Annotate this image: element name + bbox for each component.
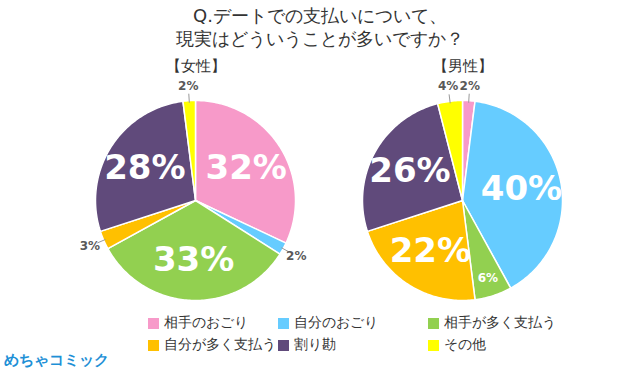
html-text:自分が多く支払う: 自分が多く支払う [164, 336, 276, 352]
svg-text:3%: 3% [80, 239, 100, 253]
html-text:相手が多く支払う: 相手が多く支払う [444, 314, 556, 330]
html-text:めちゃコミック: めちゃコミック [4, 351, 109, 369]
svg-text:22%: 22% [390, 230, 471, 270]
svg-text:4%: 4% [438, 79, 458, 93]
svg-text:26%: 26% [369, 150, 450, 190]
html-text:Q.デートでの支払いについて、 現実はどういうことが多いです: Q.デートでの支払いについて、 現実はどういうことが多いですか？ [176, 5, 464, 49]
svg-text:【男性】: 【男性】 [433, 57, 493, 75]
html-text:その他: その他 [444, 336, 486, 352]
html-text:割り勘: 割り勘 [294, 336, 336, 352]
svg-text:6%: 6% [478, 271, 498, 285]
svg-text:2%: 2% [178, 79, 198, 93]
svg-text:2%: 2% [286, 249, 306, 263]
svg-text:33%: 33% [153, 239, 234, 279]
svg-text:【女性】: 【女性】 [166, 57, 226, 75]
html-text:自分のおごり: 自分のおごり [294, 314, 378, 330]
svg-text:32%: 32% [205, 147, 286, 187]
svg-text:2%: 2% [460, 79, 480, 93]
html-text:相手のおごり: 相手のおごり [164, 314, 248, 330]
svg-text:40%: 40% [481, 168, 562, 208]
svg-text:28%: 28% [104, 147, 185, 187]
